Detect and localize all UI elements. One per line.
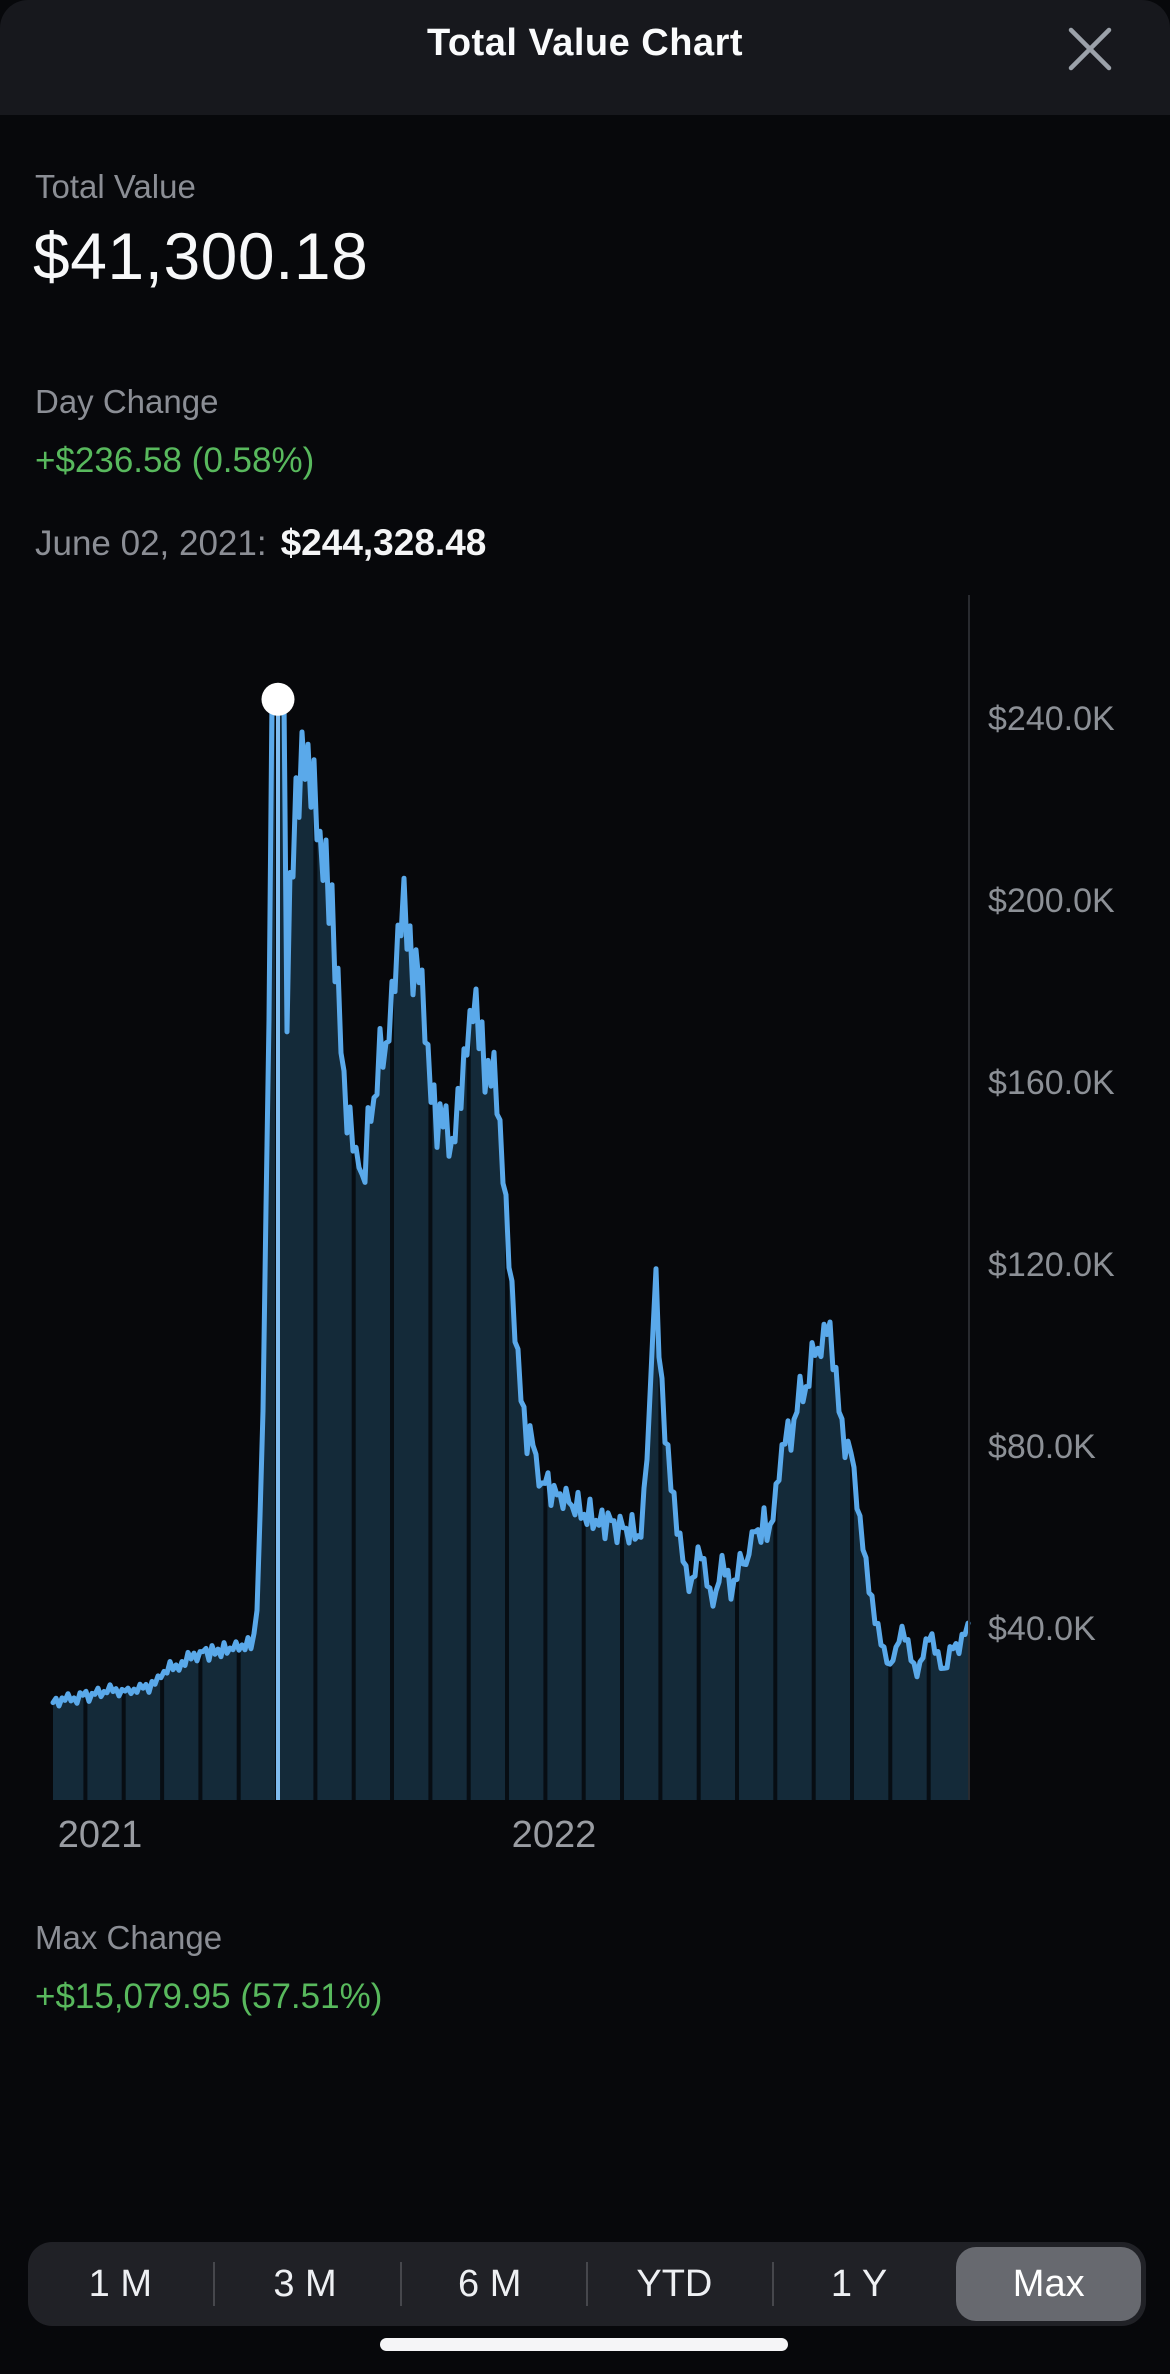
y-axis-tick: $160.0K [988,1064,1115,1102]
total-value-line [50,696,971,1709]
selected-point-date: June 02, 2021: [35,524,267,563]
max-change-value: +$15,079.95 (57.51%) [35,1977,383,2016]
page-title: Total Value Chart [426,22,744,64]
close-icon [1068,27,1112,71]
range-option-ytd[interactable]: YTD [582,2242,767,2326]
range-option-max[interactable]: Max [956,2247,1142,2321]
selected-point-readout: June 02, 2021: $244,328.48 [35,522,486,564]
y-axis-tick: $200.0K [988,882,1115,920]
y-axis-tick: $40.0K [988,1610,1096,1648]
y-axis-tick: $120.0K [988,1246,1115,1284]
range-divider [213,2262,216,2306]
range-divider [399,2262,402,2306]
day-change-label: Day Change [35,383,219,420]
x-axis-tick: 2021 [57,1814,143,1856]
y-axis-tick: $80.0K [988,1428,1096,1466]
range-divider [772,2262,775,2306]
home-indicator[interactable] [380,2338,788,2351]
chart-area-fill [53,699,968,1800]
total-value-label: Total Value [35,168,196,205]
x-axis-tick: 2022 [511,1814,597,1856]
max-change-label: Max Change [35,1919,223,1956]
range-option-3m[interactable]: 3 M [213,2242,398,2326]
range-option-6m[interactable]: 6 M [397,2242,582,2326]
selected-point-value: $244,328.48 [280,522,487,563]
y-axis-tick: $240.0K [988,700,1115,738]
sheet-header: Total Value Chart [0,0,1170,115]
total-value: $41,300.18 [33,219,369,293]
range-option-1y[interactable]: 1 Y [767,2242,952,2326]
close-button[interactable] [1050,8,1130,88]
range-divider [586,2262,588,2306]
selected-point-marker [261,682,295,716]
day-change-value: +$236.58 (0.58%) [35,441,315,480]
range-option-1m[interactable]: 1 M [28,2242,213,2326]
